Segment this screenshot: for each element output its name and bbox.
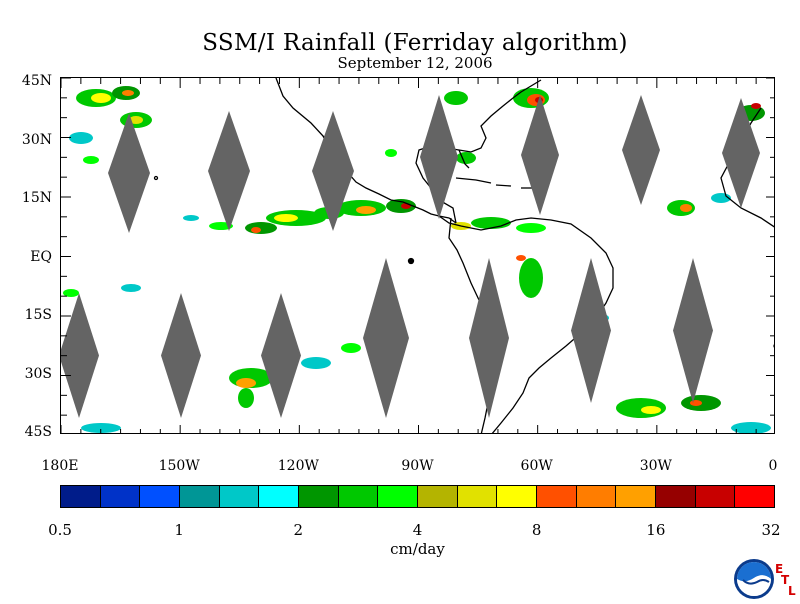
orbit-gap [261, 293, 301, 418]
orbit-gap [363, 258, 409, 418]
longitude-label: 0 [768, 458, 778, 474]
latitude-label: 45S [24, 424, 52, 440]
colorbar-cell [457, 486, 498, 507]
longitude-label: 90W [401, 458, 434, 474]
colorbar-cell [219, 486, 260, 507]
orbit-gap [420, 95, 458, 219]
longitude-label: 120W [277, 458, 319, 474]
longitude-label: 30W [639, 458, 672, 474]
noaa-seal-icon [734, 559, 774, 599]
rainfall-map [60, 77, 775, 434]
orbit-gaps [61, 95, 760, 418]
colorbar-cell [616, 486, 657, 507]
colorbar-cell [497, 486, 538, 507]
colorbar-cell [418, 486, 458, 507]
orbit-gap [722, 98, 760, 208]
colorbar-unit: cm/day [390, 540, 445, 558]
colorbar-tick-label: 0.5 [48, 521, 72, 539]
colorbar [60, 485, 775, 508]
orbit-gap [622, 95, 660, 205]
latitude-label: EQ [30, 248, 52, 265]
orbit-gap [61, 293, 99, 418]
orbit-gap [161, 293, 201, 418]
colorbar-cell [537, 486, 577, 507]
longitude-label: 60W [520, 458, 553, 474]
latitude-label: 45N [21, 73, 52, 89]
orbit-gap [521, 95, 559, 215]
colorbar-cell [378, 486, 419, 507]
map-title: SSM/I Rainfall (Ferriday algorithm) [202, 30, 628, 56]
orbit-gap [571, 258, 611, 403]
orbit-gap [469, 258, 509, 418]
colorbar-cell [299, 486, 339, 507]
colorbar-cell [100, 486, 141, 507]
colorbar-cell [576, 486, 617, 507]
colorbar-cell [338, 486, 379, 507]
orbit-gap [673, 258, 713, 403]
logo-letter-l: L [788, 584, 796, 598]
orbit-gap [108, 113, 150, 233]
logo-letter-t: T [781, 573, 790, 587]
colorbar-tick-label: 16 [646, 521, 666, 539]
latitude-label: 15N [21, 190, 52, 206]
logo-letter-e: E [775, 562, 784, 576]
colorbar-cell [140, 486, 181, 507]
colorbar-cell [735, 486, 775, 507]
colorbar-cell [695, 486, 736, 507]
latitude-label: 15S [24, 307, 52, 323]
map-canvas [61, 78, 774, 433]
colorbar-tick-label: 1 [174, 521, 184, 539]
colorbar-tick-label: 8 [531, 521, 542, 539]
orbit-gap [312, 111, 354, 231]
colorbar-cell [180, 486, 220, 507]
colorbar-cell [259, 486, 300, 507]
latitude-label: 30S [24, 365, 52, 382]
noaa-logo [733, 558, 777, 604]
colorbar-cell [61, 486, 101, 507]
colorbar-cell [656, 486, 696, 507]
colorbar-tick-label: 2 [293, 521, 304, 539]
orbit-gap [208, 111, 250, 231]
longitude-label: 180E [41, 458, 79, 474]
colorbar-tick-label: 32 [761, 521, 781, 539]
colorbar-tick-label: 4 [412, 521, 423, 539]
latitude-label: 30N [21, 131, 52, 148]
rainfall-patches [63, 86, 771, 433]
longitude-label: 150W [158, 458, 200, 474]
map-subtitle: September 12, 2006 [337, 54, 493, 72]
